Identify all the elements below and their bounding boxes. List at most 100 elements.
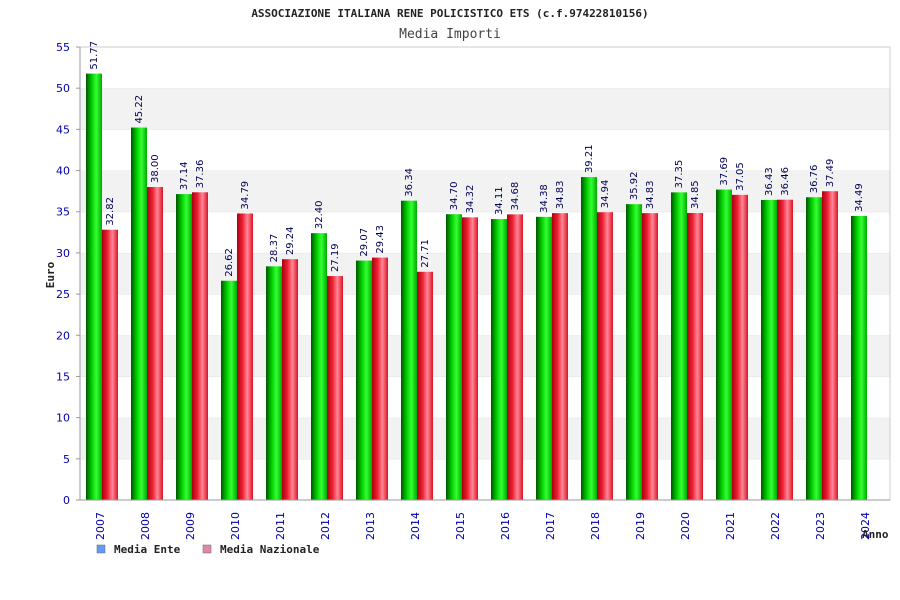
value-label: 34.38 — [539, 184, 550, 213]
x-tick-label: 2021 — [724, 512, 737, 540]
x-tick-label: 2010 — [229, 512, 242, 540]
value-label: 27.71 — [420, 239, 431, 268]
grid-band — [80, 252, 890, 295]
bar-media-ente-2023 — [806, 197, 822, 501]
bars — [86, 73, 867, 501]
x-tick-label: 2016 — [499, 512, 512, 540]
value-label: 34.85 — [690, 180, 701, 209]
x-tick-label: 2009 — [184, 512, 197, 540]
legend-swatch — [96, 544, 106, 554]
x-tick-label: 2011 — [274, 512, 287, 540]
bar-media-ente-2022 — [761, 199, 777, 500]
value-label: 37.69 — [719, 157, 730, 186]
bar-media-nazionale-2012 — [327, 276, 343, 500]
value-label: 36.76 — [809, 165, 820, 194]
value-label: 37.14 — [179, 161, 190, 190]
y-tick-label: 0 — [63, 494, 70, 507]
y-tick-label: 35 — [56, 206, 70, 219]
legend-swatch — [202, 544, 212, 554]
x-tick-label: 2008 — [139, 512, 152, 540]
value-label: 34.49 — [854, 183, 865, 212]
y-tick-label: 40 — [56, 165, 70, 178]
value-label: 45.22 — [134, 95, 145, 124]
grid-bands — [80, 46, 890, 500]
bar-media-ente-2024 — [851, 215, 867, 501]
bar-media-ente-2013 — [356, 260, 372, 500]
legend-label: Media Ente — [114, 543, 181, 556]
x-tick-label: 2020 — [679, 512, 692, 540]
value-label: 29.24 — [285, 227, 296, 256]
x-tick-label: 2024 — [859, 512, 872, 540]
legend: Media Ente Media Nazionale — [96, 543, 320, 556]
value-label: 27.19 — [330, 243, 341, 272]
x-tick-label: 2015 — [454, 512, 467, 540]
grid-band — [80, 47, 890, 89]
value-label: 34.83 — [645, 180, 656, 209]
bar-media-ente-2017 — [536, 216, 552, 501]
bar-media-ente-2016 — [491, 219, 507, 501]
bar-media-nazionale-2022 — [777, 199, 793, 500]
value-label: 32.40 — [314, 201, 325, 230]
grid-band — [80, 417, 890, 459]
y-axis-label: Euro — [44, 261, 57, 288]
bar-media-nazionale-2015 — [462, 217, 478, 500]
value-label: 34.32 — [465, 185, 476, 214]
value-label: 26.62 — [224, 248, 235, 277]
bar-media-ente-2007 — [86, 73, 102, 500]
grid-band — [80, 88, 890, 130]
x-tick-label: 2018 — [589, 512, 602, 540]
y-axis-ticks: 0 5 10 15 20 25 30 35 40 45 50 55 — [56, 41, 80, 507]
bar-media-ente-2018 — [581, 177, 597, 500]
bar-media-nazionale-2011 — [282, 259, 298, 500]
bar-media-nazionale-2021 — [732, 194, 748, 501]
value-label: 36.34 — [404, 168, 415, 197]
bar-media-ente-2015 — [446, 214, 462, 500]
value-label: 34.94 — [600, 180, 611, 209]
y-tick-label: 10 — [56, 412, 70, 425]
y-tick-label: 55 — [56, 41, 70, 54]
x-tick-label: 2012 — [319, 512, 332, 540]
grid-band — [80, 211, 890, 253]
bar-media-nazionale-2016 — [507, 214, 523, 500]
grid-band — [80, 458, 890, 500]
x-tick-label: 2007 — [94, 512, 107, 540]
x-tick-label: 2022 — [769, 512, 782, 540]
x-axis-ticks: 2007 2008 2009 2010 2011 2012 2013 2014 2015 2016… — [94, 512, 872, 540]
y-tick-label: 5 — [63, 453, 70, 466]
value-label: 29.43 — [375, 225, 386, 254]
y-tick-label: 15 — [56, 370, 70, 383]
value-label: 35.92 — [629, 172, 640, 201]
value-label: 36.46 — [780, 167, 791, 196]
value-label: 37.05 — [735, 162, 746, 191]
bar-media-ente-2012 — [311, 233, 327, 500]
value-label: 37.35 — [674, 160, 685, 189]
grid-band — [80, 129, 890, 171]
value-label: 37.36 — [195, 160, 206, 189]
bar-media-nazionale-2023 — [822, 191, 838, 500]
bar-media-ente-2019 — [626, 204, 642, 500]
x-axis-label: Anno — [862, 528, 889, 541]
x-tick-label: 2013 — [364, 512, 377, 540]
value-label: 34.79 — [240, 181, 251, 210]
grid-band — [80, 376, 890, 418]
x-tick-label: 2019 — [634, 512, 647, 540]
x-tick-label: 2014 — [409, 512, 422, 540]
value-labels: 51.77 32.82 45.22 38.00 37.14 37.36 26.62 34.79… — [89, 41, 865, 277]
bar-media-nazionale-2008 — [147, 187, 163, 500]
grid-band — [80, 294, 890, 336]
value-label: 51.77 — [89, 41, 100, 70]
bar-media-nazionale-2014 — [417, 271, 433, 500]
bar-media-ente-2011 — [266, 266, 282, 500]
bar-media-nazionale-2017 — [552, 213, 568, 501]
y-tick-label: 25 — [56, 288, 70, 301]
y-tick-label: 45 — [56, 123, 70, 136]
y-tick-label: 30 — [56, 247, 70, 260]
value-label: 34.70 — [449, 182, 460, 211]
bar-media-ente-2009 — [176, 194, 192, 501]
bar-media-ente-2014 — [401, 200, 417, 500]
value-label: 37.49 — [825, 159, 836, 188]
grid-band — [80, 170, 890, 212]
bar-media-nazionale-2020 — [687, 212, 703, 501]
bar-media-nazionale-2018 — [597, 212, 613, 501]
